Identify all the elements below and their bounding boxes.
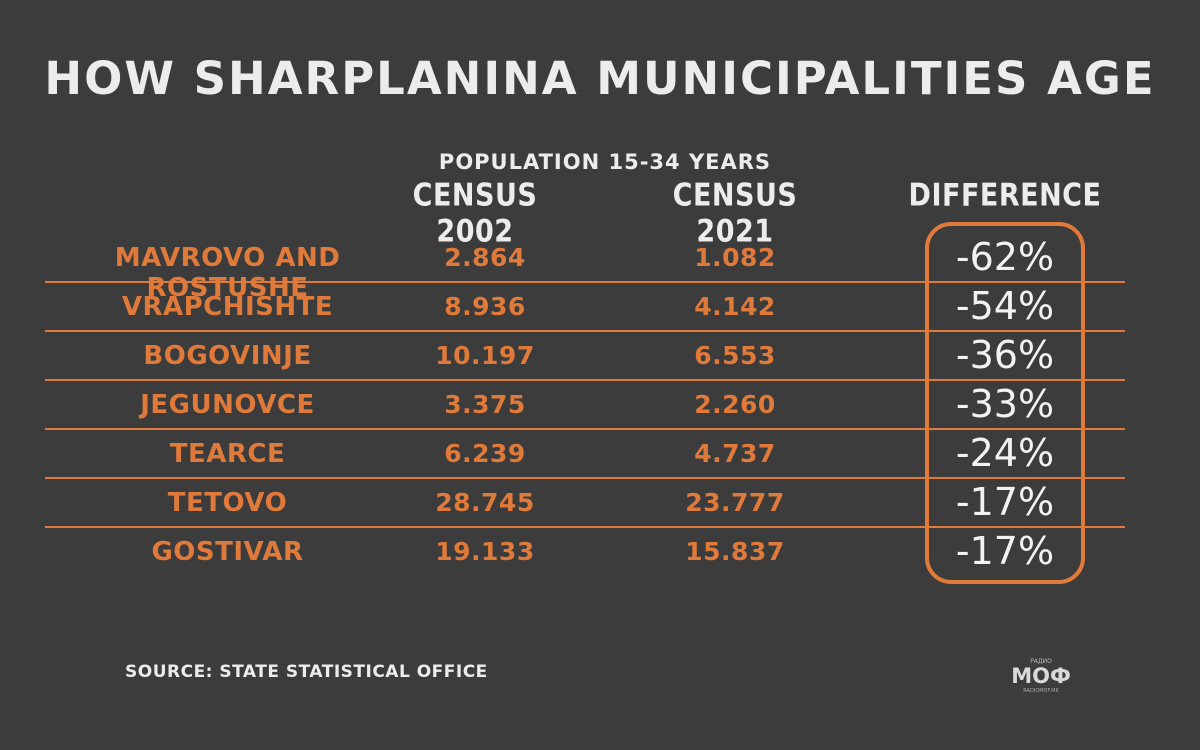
census-2002-value: 6.239 xyxy=(444,439,526,468)
radio-mof-logo: РАДИО МОФ RADIOMOF.MK xyxy=(1011,658,1071,694)
municipality-name: GOSTIVAR xyxy=(151,537,304,567)
municipality-name: TEARCE xyxy=(169,439,286,469)
census-2002-value: 3.375 xyxy=(444,390,526,419)
logo-main-text: МОФ xyxy=(1011,664,1071,688)
page-title: HOW SHARPLANINA MUNICIPALITIES AGE xyxy=(44,52,1156,105)
census-2002-value: 8.936 xyxy=(444,292,526,321)
table-subtitle: POPULATION 15-34 YEARS xyxy=(438,150,772,174)
census-2021-value: 2.260 xyxy=(694,390,776,419)
municipality-name: MAVROVO AND ROSTUSHE xyxy=(114,243,341,303)
row-divider xyxy=(45,526,1125,528)
census-2021-value: 4.142 xyxy=(694,292,776,321)
census-2021-value: 4.737 xyxy=(694,439,776,468)
difference-highlight-box xyxy=(925,222,1085,584)
row-divider xyxy=(45,281,1125,283)
logo-top-text: РАДИО xyxy=(1030,658,1052,665)
row-divider xyxy=(45,330,1125,332)
difference-value: -17% xyxy=(955,480,1055,524)
row-divider xyxy=(45,428,1125,430)
census-2002-value: 2.864 xyxy=(444,243,526,272)
municipality-name: TETOVO xyxy=(167,488,288,518)
census-2021-value: 15.837 xyxy=(685,537,785,566)
difference-value: -62% xyxy=(955,235,1055,279)
difference-value: -33% xyxy=(955,382,1055,426)
logo-bottom-text: RADIOMOF.MK xyxy=(1023,688,1059,694)
column-header-census-2021: CENSUS 2021 xyxy=(672,178,798,250)
row-divider xyxy=(45,379,1125,381)
difference-value: -36% xyxy=(955,333,1055,377)
municipality-name: VRAPCHISHTE xyxy=(121,292,334,322)
census-2021-value: 6.553 xyxy=(694,341,776,370)
census-2021-value: 23.777 xyxy=(685,488,785,517)
census-2002-value: 10.197 xyxy=(435,341,535,370)
row-divider xyxy=(45,477,1125,479)
difference-value: -24% xyxy=(955,431,1055,475)
column-header-difference: DIFFERENCE xyxy=(908,178,1102,214)
municipality-name: BOGOVINJE xyxy=(143,341,312,371)
municipality-name: JEGUNOVCE xyxy=(140,390,315,420)
difference-value: -17% xyxy=(955,529,1055,573)
census-2021-value: 1.082 xyxy=(694,243,776,272)
column-header-census-2002: CENSUS 2002 xyxy=(412,178,538,250)
census-2002-value: 28.745 xyxy=(435,488,535,517)
census-2002-value: 19.133 xyxy=(435,537,535,566)
source-note: SOURCE: STATE STATISTICAL OFFICE xyxy=(125,662,488,682)
difference-value: -54% xyxy=(955,284,1055,328)
